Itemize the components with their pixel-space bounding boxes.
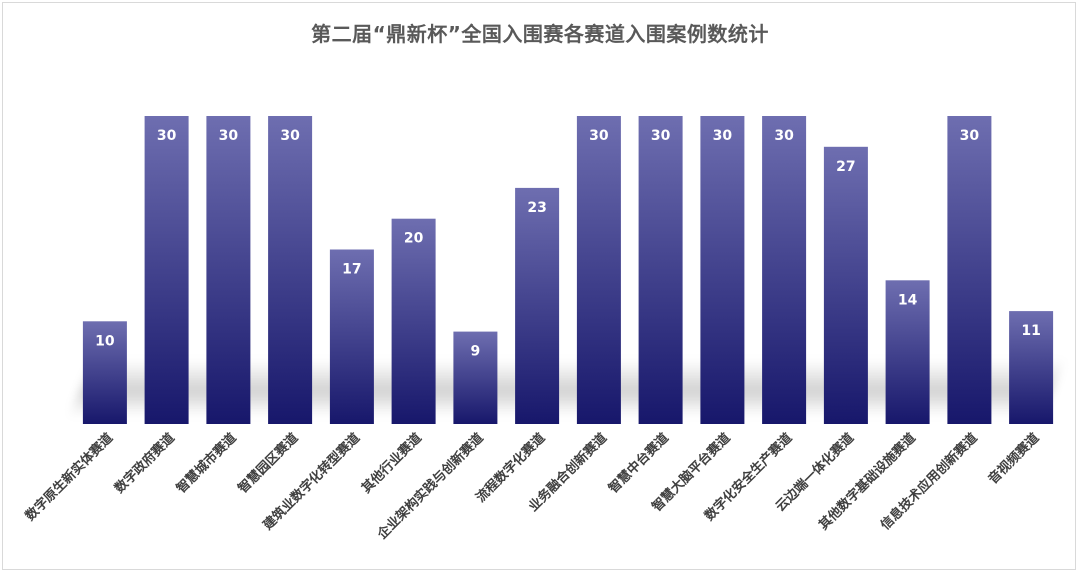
x-tick-label: 数字原生新实体赛道: [22, 430, 116, 524]
bar: [947, 116, 992, 424]
data-label: 30: [157, 128, 177, 144]
bar: [700, 116, 745, 424]
x-tick-labels-group: 数字原生新实体赛道数字政府赛道智慧城市赛道智慧园区赛道建筑业数字化转型赛道其他行…: [22, 430, 1042, 543]
x-tick-label: 数字政府赛道: [111, 430, 177, 496]
data-label: 30: [589, 128, 609, 144]
bar: [762, 116, 807, 424]
data-label: 30: [280, 128, 300, 144]
x-tick-label: 音视频赛道: [985, 430, 1042, 487]
bar-reflection: [70, 360, 1063, 416]
bar: [268, 116, 313, 424]
x-tick-label: 智慧中台赛道: [605, 430, 671, 496]
x-tick-label: 其他行业赛道: [358, 430, 424, 496]
bar: [576, 116, 621, 424]
data-label: 30: [651, 128, 671, 144]
bar: [329, 249, 374, 424]
data-label: 30: [774, 128, 794, 144]
bar: [823, 146, 868, 425]
bar: [515, 187, 560, 424]
data-label: 11: [1021, 323, 1040, 339]
bar-shadow: [70, 360, 1063, 416]
x-tick-label: 企业架构实践与创新赛道: [374, 430, 487, 543]
bar: [391, 218, 436, 424]
bar: [1009, 311, 1054, 424]
bar: [638, 116, 683, 424]
bar: [885, 280, 930, 424]
bar: [82, 321, 127, 424]
data-label: 17: [342, 262, 361, 278]
x-tick-label: 智慧园区赛道: [235, 430, 301, 496]
data-label: 10: [95, 333, 115, 349]
x-tick-label: 智慧城市赛道: [173, 430, 239, 496]
data-label: 20: [404, 231, 424, 247]
data-label: 14: [898, 292, 918, 308]
data-labels-group: 10 30 30 30 17 20 9 23 30 30 30 30 27 14 30 11: [95, 128, 1041, 360]
data-label: 23: [527, 200, 546, 216]
data-label: 30: [219, 128, 239, 144]
data-label: 9: [471, 344, 481, 360]
bar: [453, 331, 498, 424]
data-label: 27: [836, 159, 855, 175]
bar: [206, 116, 251, 424]
data-label: 30: [960, 128, 980, 144]
data-label: 30: [713, 128, 733, 144]
chart-title: 第二届“鼎新杯”全国入围赛各赛道入围案例数统计: [311, 22, 769, 46]
bar: [144, 116, 189, 424]
bars-group: [82, 116, 1054, 425]
